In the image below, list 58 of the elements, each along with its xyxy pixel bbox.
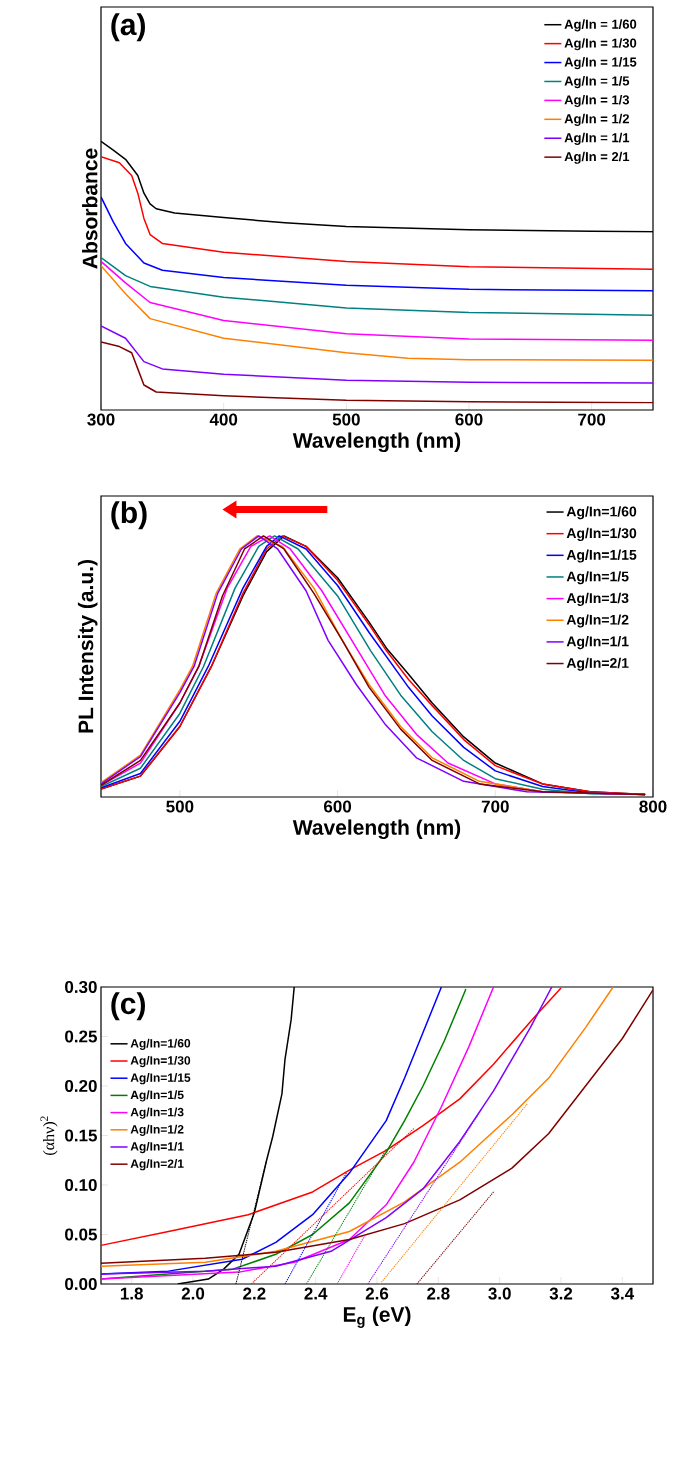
y-tick-label: 0.15 <box>65 1129 97 1142</box>
text: (a) <box>111 13 145 42</box>
legend-label: Ag/In=1/60 <box>566 506 637 520</box>
y-tick-label: 0.05 <box>65 1228 97 1241</box>
legend-label: Ag/In=1/30 <box>130 1055 191 1068</box>
y-axis-title: PL Intensity (a.u.) <box>77 560 98 733</box>
x-tick-label: 500 <box>332 413 360 426</box>
legend-label: Ag/In=1/3 <box>566 592 629 606</box>
legend-label: Ag/In=1/15 <box>130 1073 191 1085</box>
y-axis-title: (αhν)$^{2}$ <box>40 1116 58 1155</box>
x-tick-label: 2.8 <box>427 1287 450 1300</box>
legend-label: Ag/In=1/15 <box>566 549 637 563</box>
y-tick-label: 0.25 <box>65 1030 97 1043</box>
x-tick-label: 700 <box>481 800 509 813</box>
legend-label: Ag/In=2/1 <box>566 657 629 671</box>
annotation: (c) <box>111 992 145 1021</box>
y-tick-label: 0.00 <box>65 1277 97 1291</box>
legend-label: Ag/In=1/5 <box>566 571 629 585</box>
legend-label: Ag/In = 1/15 <box>564 57 637 70</box>
x-tick-label: 500 <box>166 800 194 813</box>
legend-label: Ag/In=1/1 <box>130 1141 184 1154</box>
x-tick-label: 600 <box>324 800 352 813</box>
legend-label: Ag/In = 1/60 <box>564 19 637 32</box>
x-tick-label: 3.0 <box>488 1287 511 1300</box>
x-tick-label: 2.2 <box>243 1287 266 1300</box>
legend-label: Ag/In=1/1 <box>566 636 629 650</box>
x-tick-label: 2.6 <box>365 1287 389 1300</box>
legend-label: Ag/In=1/3 <box>130 1107 184 1119</box>
y-tick-label: 0.20 <box>65 1079 97 1093</box>
legend-label: Ag/In = 1/1 <box>564 132 630 145</box>
x-tick-label: 2.0 <box>181 1287 205 1300</box>
x-tick-label: 1.8 <box>120 1287 143 1300</box>
legend-label: Ag/In = 1/30 <box>564 38 637 51</box>
x-tick-label: 600 <box>455 413 483 426</box>
legend-label: Ag/In=1/2 <box>566 614 629 628</box>
x-axis-title: Wavelength (nm) <box>292 819 461 840</box>
legend-label: Ag/In = 1/3 <box>564 94 630 108</box>
x-axis-title: E$_{g}$ (eV) <box>343 1306 411 1328</box>
x-axis-title: Wavelength (nm) <box>292 432 461 453</box>
text: (b) <box>111 501 147 530</box>
x-tick-label: 2.4 <box>304 1287 328 1300</box>
legend-label: Ag/In=1/30 <box>566 527 637 541</box>
legend-label: Ag/In=1/2 <box>130 1124 184 1136</box>
legend-label: Ag/In = 1/5 <box>564 76 630 89</box>
legend-label: Ag/In=2/1 <box>130 1159 184 1171</box>
x-tick-label: 700 <box>578 413 606 426</box>
x-tick-label: 400 <box>209 413 238 426</box>
x-tick-label: 3.4 <box>610 1287 635 1300</box>
y-tick-label: 0.10 <box>65 1178 97 1192</box>
legend-label: Ag/In=1/60 <box>130 1038 191 1050</box>
legend-label: Ag/In=1/5 <box>130 1090 184 1102</box>
legend-label: Ag/In = 2/1 <box>564 151 630 164</box>
y-axis-title: Absorbance <box>82 148 98 269</box>
x-tick-label: 800 <box>639 800 667 813</box>
y-tick-label: 0.30 <box>65 980 97 994</box>
x-tick-label: 300 <box>87 413 115 426</box>
legend-label: Ag/In = 1/2 <box>564 113 630 127</box>
x-tick-label: 3.2 <box>549 1287 573 1300</box>
